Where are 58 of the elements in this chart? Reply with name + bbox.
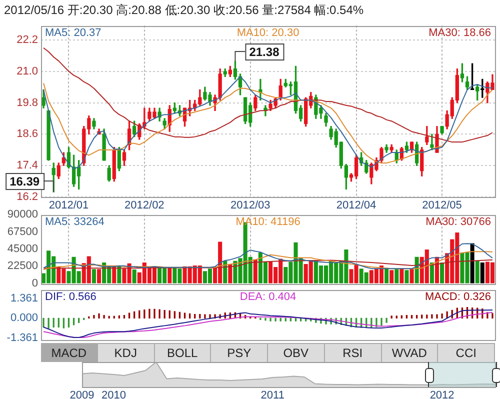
text: DIF: 0.566 [45, 291, 96, 304]
bar [384, 268, 389, 284]
bar [96, 269, 102, 284]
x-tick-label: 2012/03 [230, 200, 270, 212]
tab[interactable]: RSI [324, 344, 382, 362]
series-label: DEA: 0.404 [240, 291, 296, 304]
x-tick-label: 2012 [430, 390, 454, 399]
y-tick-label: 19.8 [16, 96, 38, 109]
text: MA10: 20.30 [236, 27, 300, 40]
tab[interactable]: PSY [211, 344, 268, 362]
y-tick-label: 1.361 [10, 292, 38, 305]
tab[interactable]: MACD [41, 344, 98, 362]
bar [470, 243, 474, 284]
tab[interactable]: CCI [438, 344, 495, 362]
y-tick-label: 67500 [7, 226, 38, 238]
bar [92, 269, 96, 284]
x-tick-label: 2012/02 [124, 200, 164, 212]
bar [168, 267, 172, 284]
text: MA5: 33264 [45, 216, 104, 228]
tab[interactable]: KDJ [98, 344, 154, 362]
y-tick-label: 21.0 [16, 65, 38, 78]
bar [475, 260, 480, 284]
x-tick-label: 2009 [70, 390, 94, 399]
y-tick-label: 45000 [7, 243, 38, 256]
bar [132, 269, 136, 284]
y-tick-label: 18.6 [16, 128, 38, 140]
bar [480, 262, 484, 284]
y-tick-label: 16.2 [16, 191, 38, 204]
y-tick-label: 22500 [7, 260, 38, 272]
tab[interactable]: BOLL [154, 344, 212, 362]
y-tick-label: 90000 [7, 208, 38, 221]
y-tick-label: -1.361 [6, 332, 38, 344]
x-tick-label: 2011 [260, 390, 284, 399]
x-tick-label: 2012/01 [48, 200, 89, 212]
text: MA30: 18.66 [428, 27, 491, 40]
x-tick-label: 2010 [102, 390, 126, 399]
bar [253, 259, 258, 284]
text: MA30: 30766 [426, 216, 491, 228]
bar [440, 262, 444, 284]
x-tick-label: 2012/05 [422, 200, 462, 212]
text: MA5: 20.37 [45, 27, 102, 40]
chart-title: 2012/05/16 开:20.30 高:20.88 低:20.30 收:20.56 量:27584 幅:0.54% [4, 2, 364, 19]
bar [394, 269, 399, 284]
annotation: 21.38 [249, 44, 280, 59]
bar [390, 270, 394, 284]
bar [410, 269, 414, 284]
y-tick-label: 0 [32, 277, 38, 290]
tab[interactable]: WVAD [382, 344, 438, 362]
y-tick-label: 22.2 [16, 34, 38, 46]
tab[interactable]: OBV [268, 344, 325, 362]
text: MA10: 41196 [236, 216, 300, 228]
x-tick-label: 2012/04 [336, 200, 376, 212]
y-tick-label: 0.000 [10, 312, 38, 324]
bar [400, 268, 404, 284]
series-label: MACD: 0.326 [424, 291, 491, 304]
y-tick-label: 17.4 [16, 160, 38, 172]
text: 16.39 [10, 174, 40, 188]
bar [404, 270, 409, 284]
